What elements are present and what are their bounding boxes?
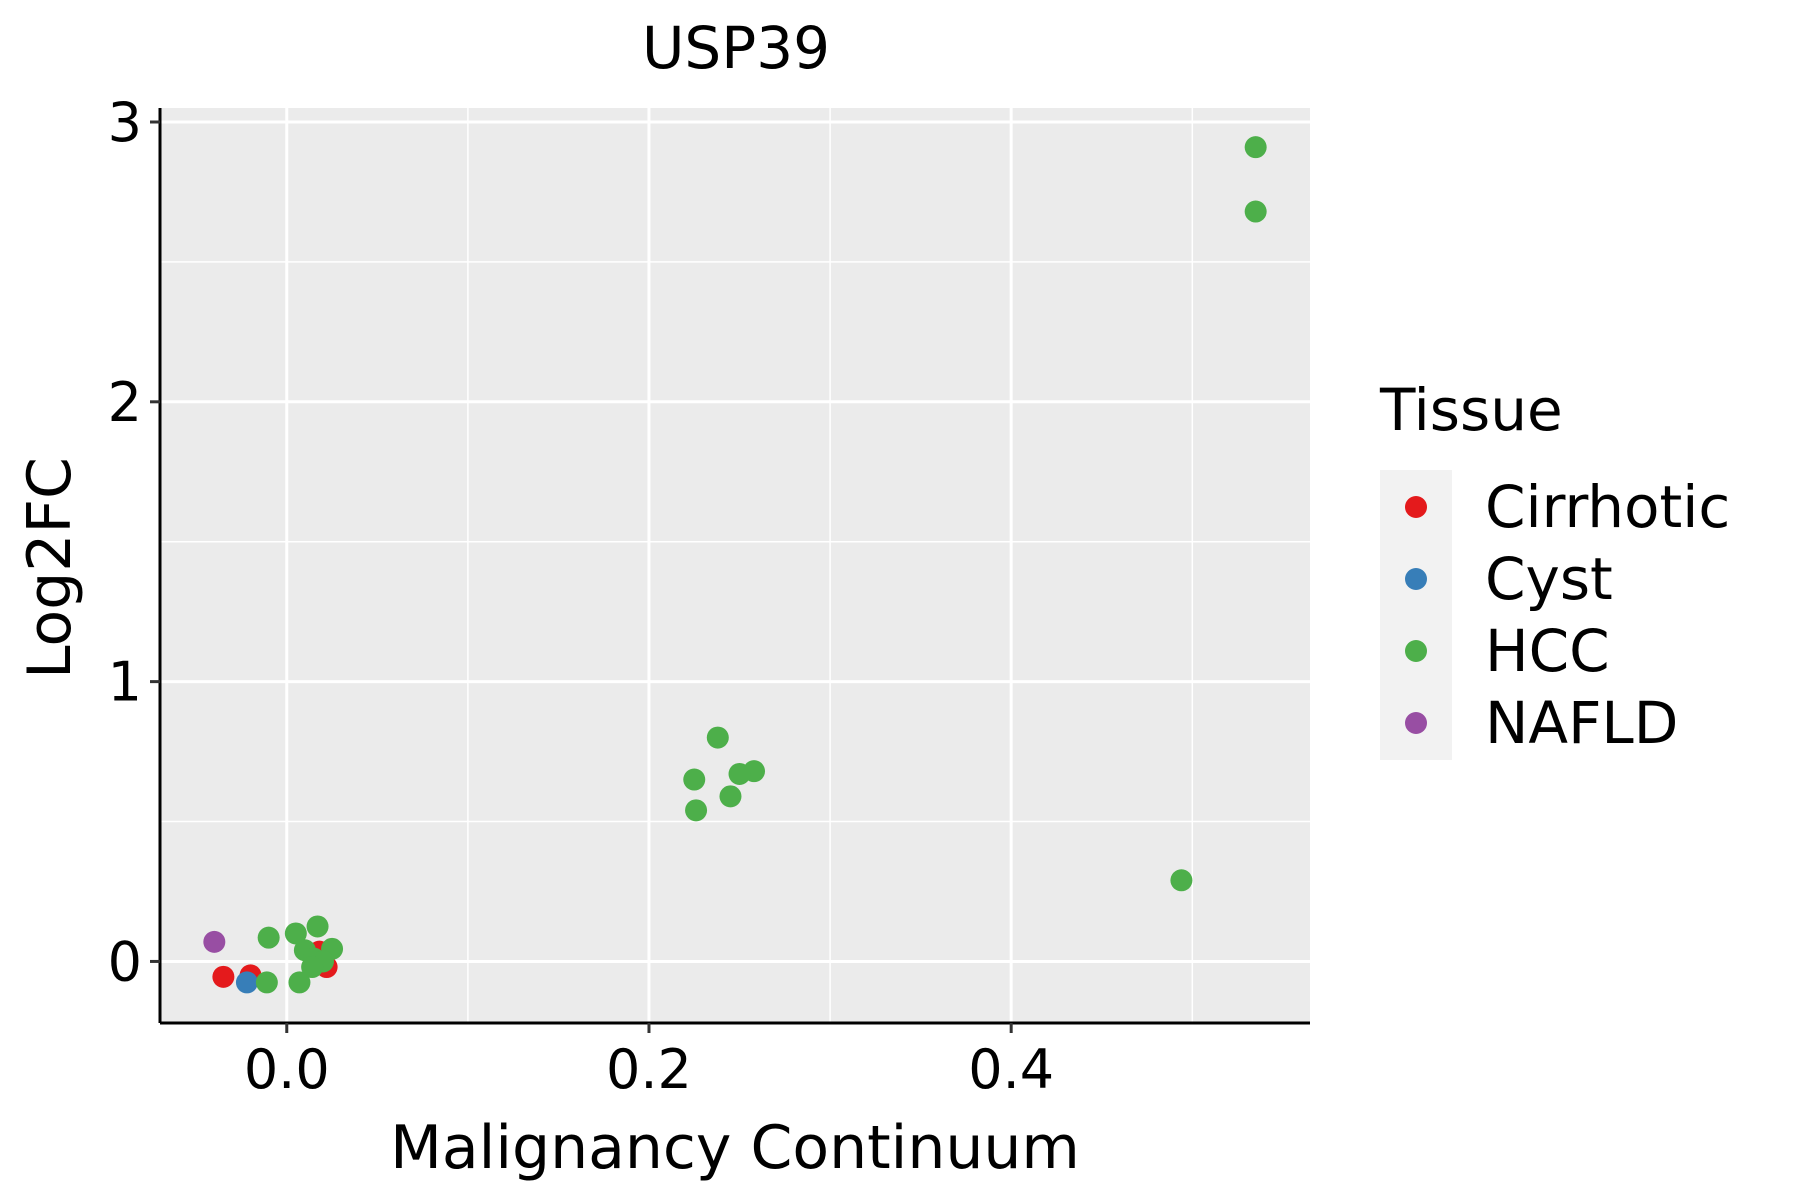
legend-label-cirrhotic: Cirrhotic bbox=[1485, 473, 1730, 541]
legend-key-hcc bbox=[1405, 640, 1427, 662]
data-point-hcc bbox=[685, 799, 708, 822]
y-tick-label: 2 bbox=[108, 371, 142, 434]
data-point-hcc bbox=[728, 762, 751, 785]
data-point-hcc bbox=[706, 726, 729, 749]
data-point-hcc bbox=[1170, 869, 1193, 892]
data-point-hcc bbox=[306, 915, 329, 938]
data-point-hcc bbox=[683, 768, 706, 791]
data-point-hcc bbox=[719, 785, 742, 808]
data-point-cirrhotic bbox=[212, 965, 235, 988]
y-tick-label: 1 bbox=[108, 651, 142, 714]
legend-title: Tissue bbox=[1379, 376, 1563, 444]
data-point-hcc bbox=[301, 956, 324, 979]
axes bbox=[150, 108, 1310, 1033]
legend-key-nafld bbox=[1405, 712, 1427, 734]
y-tick-label: 0 bbox=[108, 930, 142, 993]
data-point-hcc bbox=[284, 922, 307, 945]
tick-labels: 0.0 0.2 0.4 0 1 2 3 bbox=[108, 91, 1054, 1101]
data-points bbox=[203, 136, 1267, 994]
x-tick-label: 0.0 bbox=[244, 1038, 330, 1101]
plot-panel bbox=[160, 108, 1310, 1023]
data-point-nafld bbox=[203, 930, 226, 953]
legend-key-cyst bbox=[1405, 568, 1427, 590]
x-tick-label: 0.2 bbox=[606, 1038, 692, 1101]
legend-label-cyst: Cyst bbox=[1485, 545, 1613, 613]
legend-label-nafld: NAFLD bbox=[1485, 689, 1678, 757]
data-point-hcc bbox=[1244, 136, 1267, 159]
y-tick-label: 3 bbox=[108, 91, 142, 154]
x-tick-label: 0.4 bbox=[968, 1038, 1054, 1101]
data-point-hcc bbox=[1244, 200, 1267, 223]
data-point-hcc bbox=[255, 971, 278, 994]
legend-label-hcc: HCC bbox=[1485, 617, 1610, 685]
chart-title: USP39 bbox=[642, 14, 830, 82]
legend-key-background bbox=[1380, 470, 1452, 760]
grid-lines bbox=[160, 108, 1310, 1023]
data-point-cyst bbox=[235, 971, 258, 994]
legend-key-cirrhotic bbox=[1405, 496, 1427, 518]
x-axis-label: Malignancy Continuum bbox=[390, 1113, 1080, 1183]
data-point-hcc bbox=[288, 971, 311, 994]
y-axis-label: Log2FC bbox=[15, 457, 85, 679]
data-point-hcc bbox=[257, 926, 280, 949]
